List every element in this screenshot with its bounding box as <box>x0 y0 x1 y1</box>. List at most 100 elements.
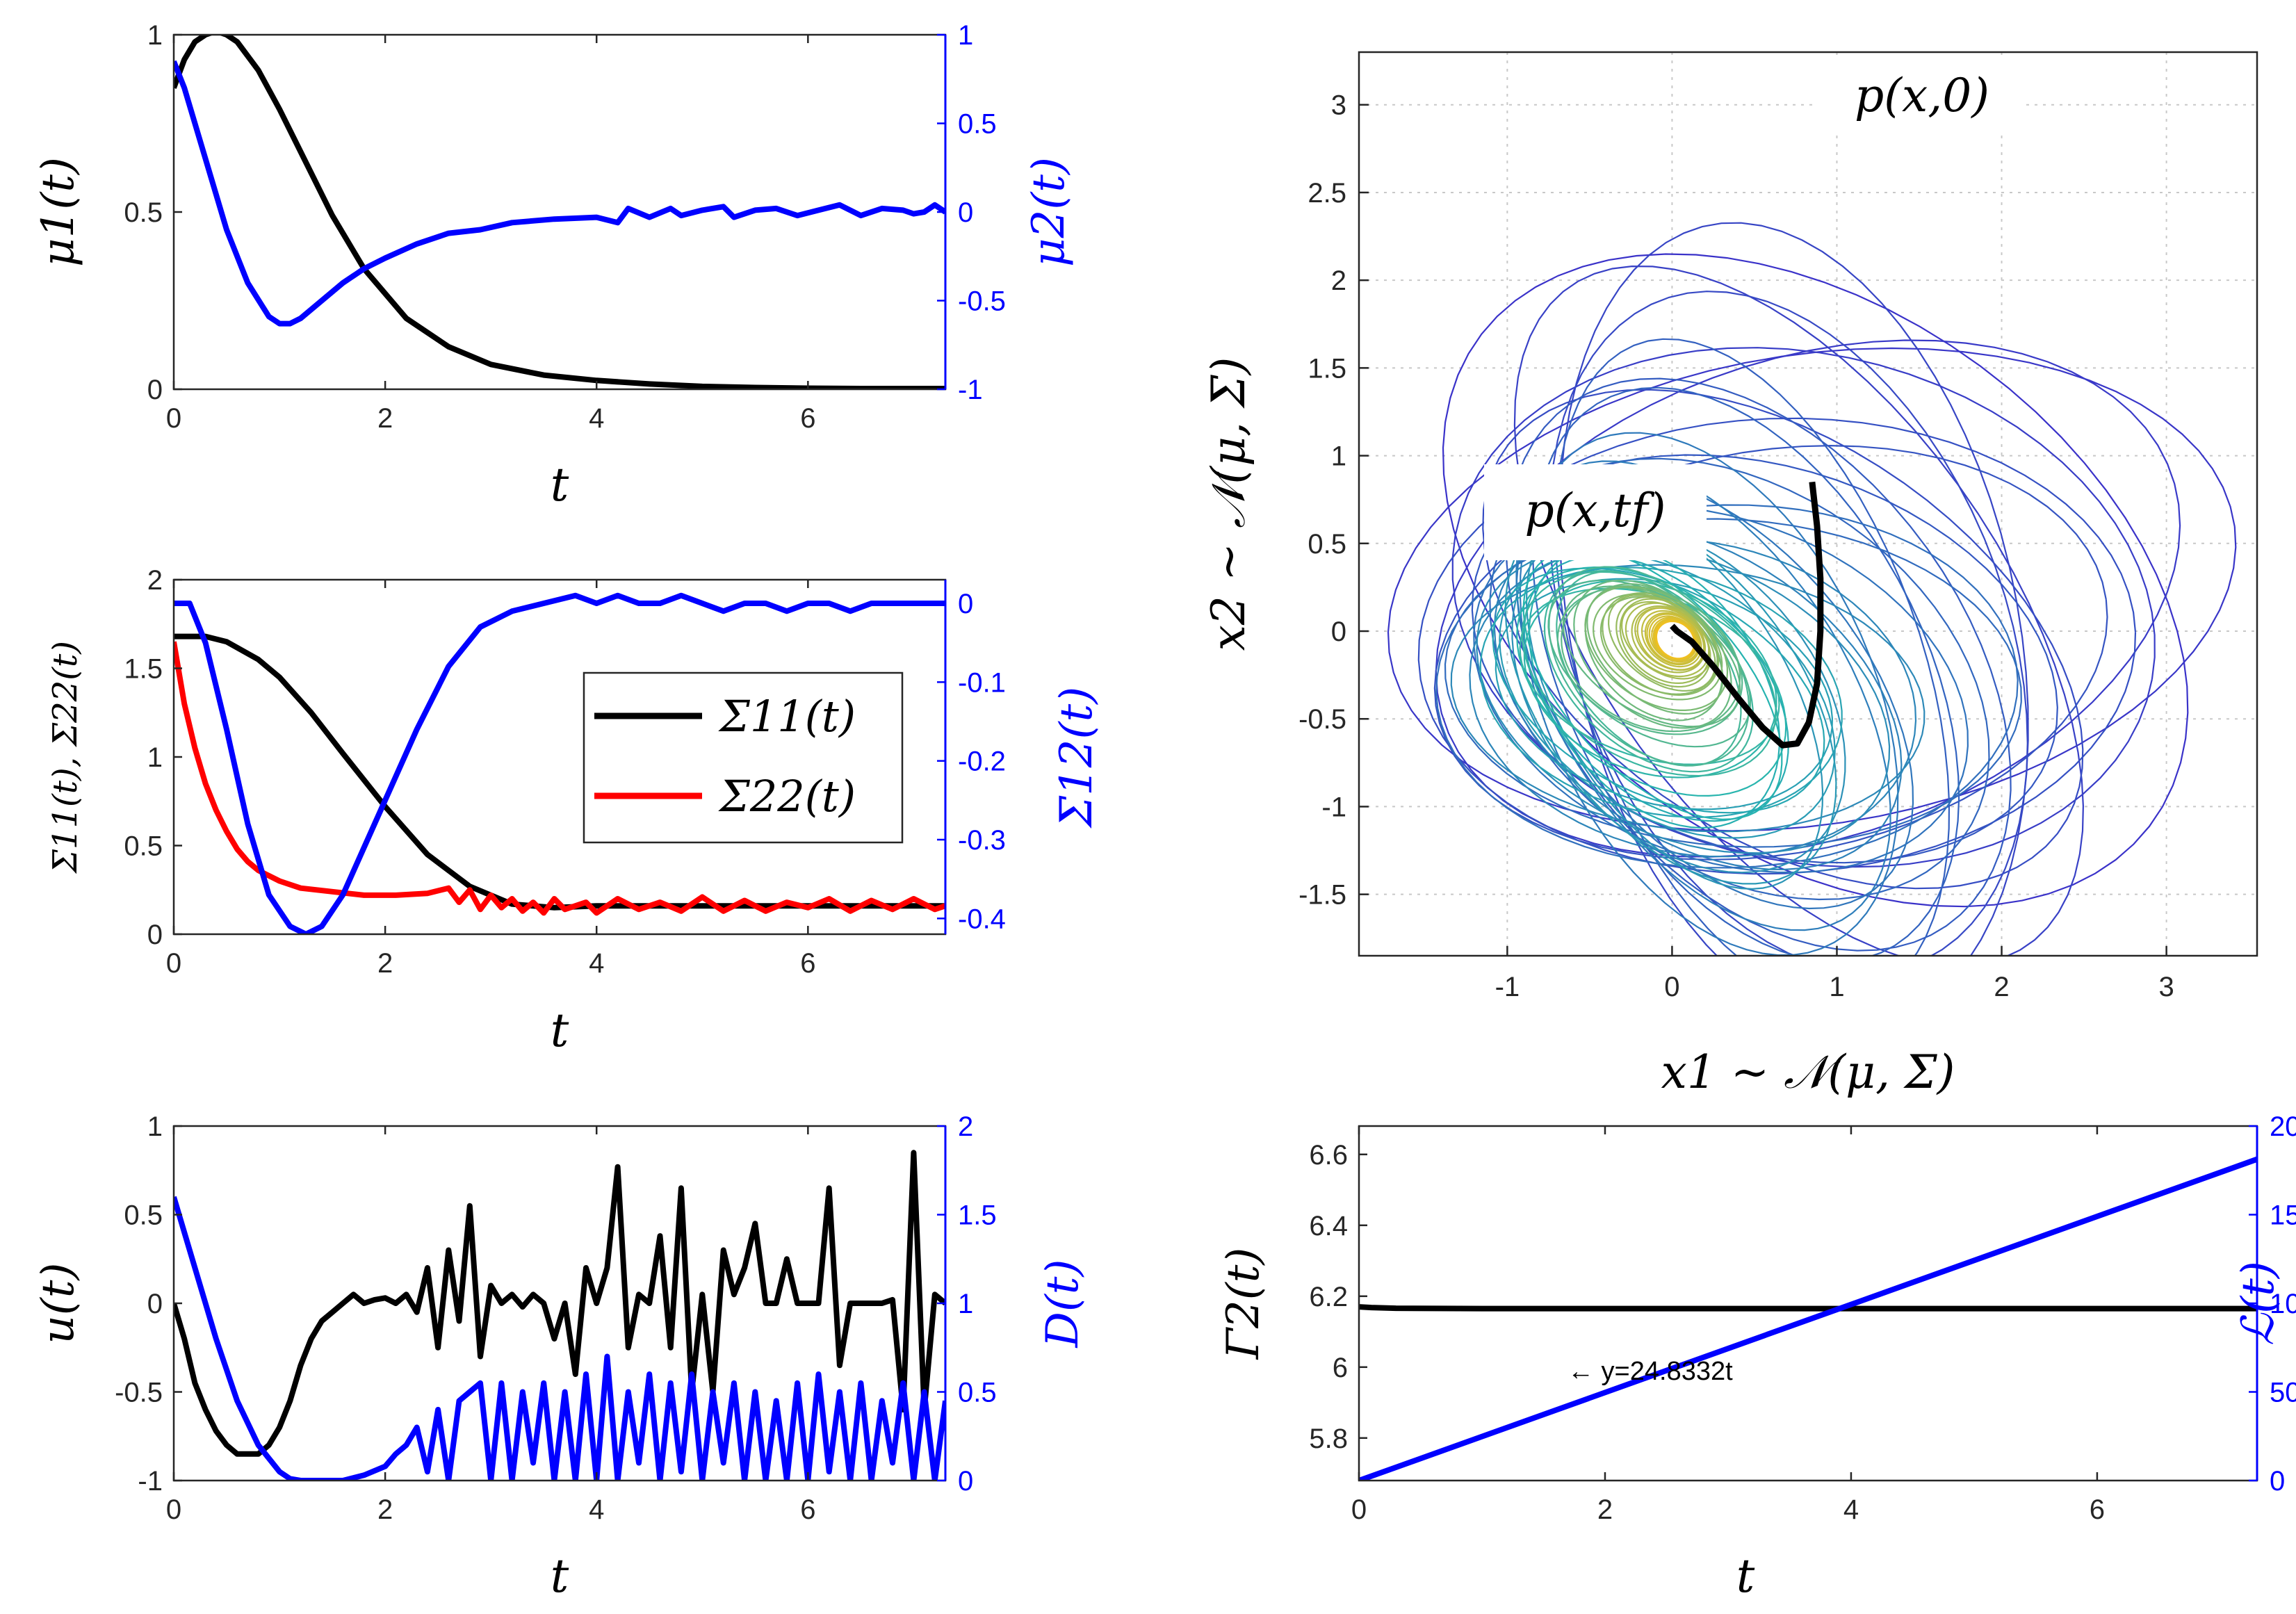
gamma-right-tick-label-3: 150 <box>2270 1200 2296 1231</box>
phase-ellipse-23 <box>1450 564 1925 833</box>
phase-annotation-initial-box <box>1818 56 2026 132</box>
phase-ellipse-52 <box>1602 592 1720 696</box>
phase-ellipse-32 <box>1523 555 1789 822</box>
control-left-tick-label-2: 0 <box>147 1289 163 1319</box>
sigma-x-axis-label: t <box>551 1004 569 1057</box>
mu-left-tick-label-0: 0 <box>147 375 163 405</box>
phase-ellipse-63 <box>1646 613 1700 665</box>
gamma-left-tick-label-3: 6.4 <box>1309 1211 1348 1241</box>
phase-y-tick-label-3: 0 <box>1331 617 1346 647</box>
phase-ellipse-17 <box>1473 505 1969 874</box>
phase-ellipse-9 <box>1433 444 2108 861</box>
phase-ellipse-1 <box>1387 347 2237 832</box>
sigma-left-tick-label-3: 1.5 <box>124 654 163 685</box>
panel-gamma: 0 2 4 6 5.8 6 6.2 6.4 6.6 0 50 100 150 200 ← y=24.833… <box>1218 1111 2296 1603</box>
mu-right-tick-label-4: 1 <box>958 20 973 51</box>
control-x-axis-label: t <box>551 1549 569 1603</box>
phase-ellipse-38 <box>1521 571 1777 777</box>
phase-y-axis-label: x2 ~ 𝒩(μ, Σ) <box>1202 357 1255 651</box>
phase-ellipse-28 <box>1499 552 1836 839</box>
phase-x-tick-label-4: 3 <box>2158 972 2174 1002</box>
sigma-right-tick-label-4: 0 <box>958 589 973 619</box>
phase-y-tick-label-2: -0.5 <box>1298 704 1346 735</box>
phase-ellipse-61 <box>1640 610 1702 668</box>
phase-ellipse-13 <box>1531 386 1960 956</box>
phase-ellipse-31 <box>1492 567 1825 814</box>
phase-y-tick-label-1: -1 <box>1321 792 1346 822</box>
mu-right-tick-label-1: -0.5 <box>958 286 1006 317</box>
control-right-tick-label-1: 0.5 <box>958 1378 997 1408</box>
phase-plot-area <box>1387 222 2237 956</box>
phase-ellipse-8 <box>1417 417 2137 875</box>
phase-annotation-initial-label: p(x,0) <box>1855 69 1989 122</box>
control-right-axis-label: D(t) <box>1037 1260 1089 1348</box>
sigma-ticks: 0 2 4 6 0 0.5 1 1.5 2 -0.4 -0.3 -0.2 -0.1 0 <box>124 565 1006 979</box>
phase-ellipse-16 <box>1435 504 2019 869</box>
phase-ellipse-6 <box>1548 291 2028 956</box>
mu-right-tick-label-2: 0 <box>958 197 973 228</box>
gamma-plot-area <box>1359 1156 2257 1481</box>
phase-ellipse-58 <box>1631 605 1707 674</box>
mu-x-axis-label: t <box>551 458 569 512</box>
phase-mean-path <box>1670 481 1824 749</box>
panel-sigma: 0 2 4 6 0 0.5 1 1.5 2 -0.4 -0.3 -0.2 -0.1 0 t Σ11(t),… <box>46 565 1102 1057</box>
gamma-left-tick-label-1: 6 <box>1333 1353 1348 1383</box>
control-x-tick-label-2: 4 <box>589 1494 604 1525</box>
sigma-right-axis-label: Σ12(t) <box>1051 687 1102 829</box>
gamma-right-axis-label: ℒ(t) <box>2233 1261 2284 1346</box>
gamma-annotation: ← y=24.8332t <box>1568 1357 1733 1386</box>
mu-series-0 <box>174 35 945 389</box>
panel-phase: -1 0 1 2 3 -1.5 -1 -0.5 0 0.5 1 1.5 2 2.5 3 p(x,0) p(x… <box>1202 51 2258 1099</box>
sigma-legend: Σ11(t) Σ22(t) <box>583 671 904 844</box>
phase-x-tick-label-3: 2 <box>1994 972 2009 1002</box>
phase-ellipse-29 <box>1495 578 1834 810</box>
mu-plot-area <box>174 35 945 389</box>
phase-x-tick-label-0: -1 <box>1495 972 1520 1002</box>
phase-ellipse-11 <box>1505 377 2012 952</box>
phase-y-tick-label-0: -1.5 <box>1298 880 1346 911</box>
mu-left-axis-label: μ1(t) <box>33 157 84 267</box>
mu-x-tick-label-0: 0 <box>166 403 181 434</box>
gamma-right-tick-label-0: 0 <box>2270 1466 2285 1497</box>
sigma-series-2 <box>174 592 945 934</box>
control-series-1 <box>174 1196 945 1481</box>
control-left-axis-label: u(t) <box>33 1263 84 1344</box>
phase-ellipse-44 <box>1561 585 1741 733</box>
phase-ellipse-0 <box>1442 253 2189 908</box>
panel-mu: 0 2 4 6 0 0.5 1 -1 -0.5 0 0.5 1 t μ1(t) μ2(t) <box>33 20 1075 512</box>
mu-left-tick-label-2: 1 <box>147 20 163 51</box>
phase-ellipse-7 <box>1482 389 2084 890</box>
control-plot-area <box>174 1150 945 1481</box>
control-x-tick-label-0: 0 <box>166 1494 181 1525</box>
phase-y-tick-label-6: 1.5 <box>1308 353 1346 384</box>
phase-ellipse-2 <box>1435 339 2181 858</box>
control-left-tick-label-4: 1 <box>147 1111 163 1142</box>
sigma-legend-label-0: Σ11(t) <box>718 691 856 742</box>
phase-ellipse-69 <box>1655 620 1695 660</box>
mu-axes-box <box>172 33 947 391</box>
sigma-legend-box <box>583 671 904 844</box>
control-x-tick-label-3: 6 <box>800 1494 815 1525</box>
mu-x-tick-label-2: 4 <box>589 403 604 434</box>
phase-ticks: -1 0 1 2 3 -1.5 -1 -0.5 0 0.5 1 1.5 2 2.5 3 <box>1298 90 2174 1002</box>
mu-right-axis-label: μ2(t) <box>1023 157 1075 267</box>
mu-x-tick-label-1: 2 <box>377 403 393 434</box>
phase-y-tick-label-8: 2.5 <box>1308 178 1346 209</box>
phase-x-tick-label-2: 1 <box>1829 972 1844 1002</box>
phase-y-tick-label-5: 1 <box>1331 441 1346 472</box>
phase-annotation-initial: p(x,0) <box>1818 56 2026 132</box>
phase-ellipse-43 <box>1556 587 1743 735</box>
phase-ellipse-57 <box>1625 602 1710 678</box>
phase-annotation-final-label: p(x,tf) <box>1525 484 1666 537</box>
gamma-x-tick-label-3: 6 <box>2090 1494 2105 1525</box>
gamma-left-tick-label-0: 5.8 <box>1309 1424 1348 1454</box>
mu-left-tick-label-1: 0.5 <box>124 197 163 228</box>
gamma-right-tick-label-2: 100 <box>2270 1289 2296 1319</box>
phase-ellipse-60 <box>1636 607 1705 671</box>
phase-x-tick-label-1: 0 <box>1664 972 1679 1002</box>
control-right-tick-label-2: 1 <box>958 1289 973 1319</box>
sigma-x-tick-label-2: 4 <box>589 948 604 979</box>
phase-y-tick-label-9: 3 <box>1331 90 1346 121</box>
phase-ellipse-4 <box>1513 265 2085 956</box>
